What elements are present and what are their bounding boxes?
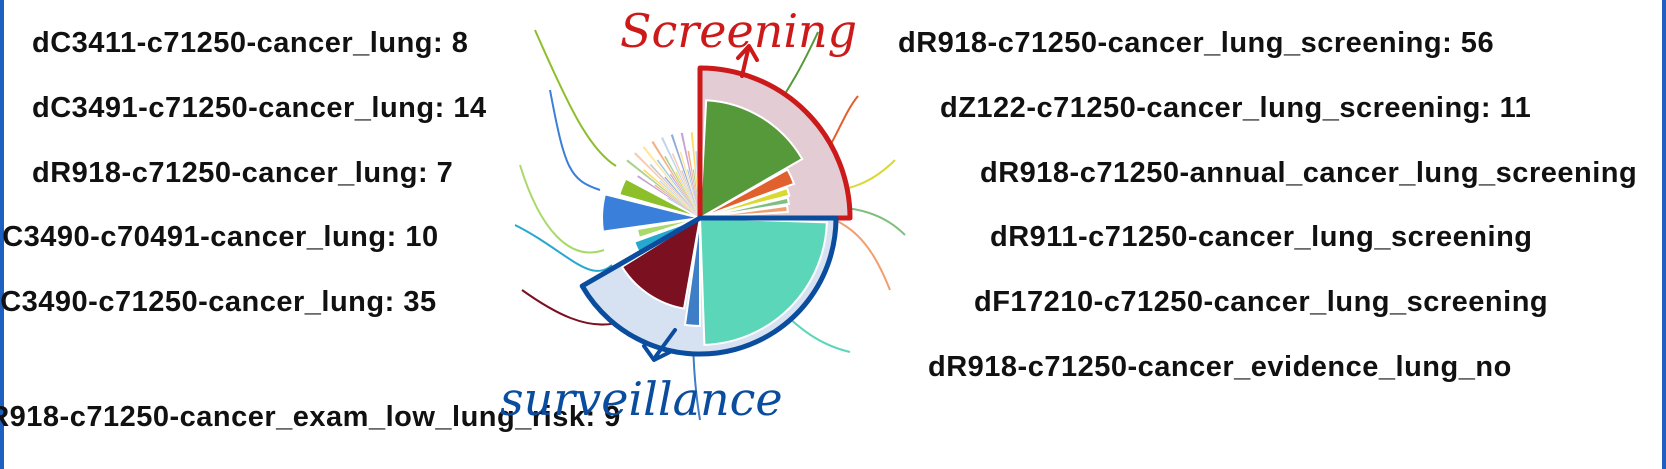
label-right-6: dR918-c71250-cancer_evidence_lung_no: [928, 351, 1512, 383]
group-outlines: [579, 65, 853, 357]
minor-slice-22: [680, 132, 700, 218]
annotation-arrows: [642, 44, 759, 362]
minor-slice-20: [679, 151, 700, 218]
label-left-5: dC3490-c71250-cancer_lung: 35: [0, 286, 437, 318]
leader-line-11: [549, 89, 601, 191]
label-left-2: dC3491-c71250-cancer_lung: 14: [32, 92, 487, 124]
minor-slice-1: [667, 197, 700, 218]
minor-slice-7: [634, 152, 700, 218]
minor-slice-3: [654, 184, 700, 218]
minor-slice-23: [687, 150, 700, 218]
screening-arrow: [736, 44, 759, 78]
label-left-4: dC3490-c70491-cancer_lung: 10: [0, 221, 439, 253]
label-left-3: dR918-c71250-cancer_lung: 7: [32, 157, 454, 189]
minor-slice-14: [664, 155, 700, 218]
pie-slice-5: [699, 204, 789, 219]
minor-slice-2: [637, 175, 700, 218]
pie-slice-6: [698, 216, 828, 346]
surveillance-outline: [579, 215, 839, 357]
label-right-5: dF17210-c71250-cancer_lung_screening: [974, 286, 1549, 318]
leader-line-9: [514, 224, 613, 272]
label-right-1: dR918-c71250-cancer_lung_screening: 56: [898, 27, 1495, 59]
leader-line-10: [519, 164, 605, 254]
label-right-4: dR911-c71250-cancer_lung_screening: [990, 221, 1533, 253]
annotation-screening: Screening: [620, 4, 858, 58]
pie-slice-7: [683, 217, 701, 328]
minor-slice-17: [671, 153, 700, 218]
frame-right-border: [1662, 0, 1666, 469]
label-right-2: dZ122-c71250-cancer_lung_screening: 11: [940, 92, 1532, 124]
minor-slice-12: [669, 173, 700, 218]
frame-left-border: [0, 0, 4, 469]
pie-slice-8: [620, 215, 702, 310]
minor-slices: [626, 132, 700, 218]
pie-slice-12: [618, 177, 701, 219]
label-right-3: dR918-c71250-annual_cancer_lung_screenin…: [980, 157, 1638, 189]
surveillance-arrow: [642, 328, 677, 362]
pie-slice-2: [699, 168, 796, 219]
screening-outline: [697, 65, 853, 221]
minor-slice-19: [670, 134, 700, 218]
pie-slice-11: [601, 193, 701, 233]
minor-slice-5: [643, 169, 700, 218]
minor-slice-9: [664, 176, 700, 218]
minor-slice-21: [687, 169, 700, 218]
minor-slice-11: [656, 159, 700, 218]
pie-slice-4: [699, 196, 791, 219]
minor-slice-4: [626, 159, 700, 218]
pie-slice-1: [698, 99, 804, 220]
label-left-1: dC3411-c71250-cancer_lung: 8: [32, 27, 469, 59]
leader-line-12: [534, 29, 617, 167]
label-left-6: dR918-c71250-cancer_exam_low_lung_risk: …: [0, 401, 621, 433]
pie-slice-3: [699, 186, 791, 219]
minor-slice-8: [649, 163, 700, 218]
minor-slice-18: [681, 170, 700, 218]
pie-slices: [601, 99, 828, 346]
minor-slice-16: [661, 137, 700, 218]
minor-slice-13: [651, 141, 700, 218]
minor-slice-15: [675, 171, 700, 218]
annotation-surveillance: surveillance: [500, 372, 783, 426]
pie-slice-10: [635, 217, 701, 240]
minor-slice-6: [659, 180, 700, 218]
minor-slice-10: [642, 146, 700, 218]
